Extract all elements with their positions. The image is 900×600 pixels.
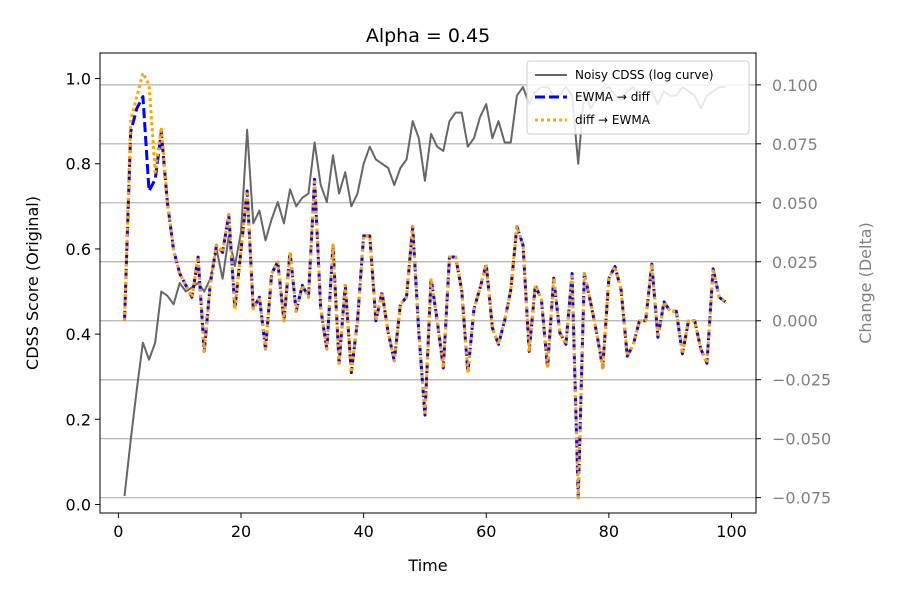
x-tick-label: 40 <box>353 522 373 541</box>
right-y-tick-label: 0.025 <box>772 253 818 272</box>
x-tick-label: 60 <box>476 522 496 541</box>
x-tick-label: 80 <box>599 522 619 541</box>
legend-label-diff-ewma: diff → EWMA <box>575 113 651 127</box>
right-y-axis-label: Change (Delta) <box>856 222 875 344</box>
plot-frame <box>99 52 757 514</box>
legend-box <box>526 60 750 135</box>
left-y-axis: 0.0 0.2 0.4 0.6 0.8 1.0 <box>66 70 100 514</box>
right-y-axis: −0.075 −0.050 −0.025 0.000 0.025 0.050 0.075 0.… <box>756 76 831 508</box>
left-y-tick-label: 0.6 <box>66 240 91 259</box>
right-y-tick-label: 0.050 <box>772 194 818 213</box>
left-y-tick-label: 0.4 <box>66 325 91 344</box>
right-y-tick-label: 0.075 <box>772 135 818 154</box>
left-y-tick-label: 0.0 <box>66 495 91 514</box>
x-tick-label: 0 <box>113 522 123 541</box>
x-axis-label: Time <box>407 556 447 575</box>
legend: Noisy CDSS (log curve) EWMA → diff diff … <box>526 60 750 135</box>
right-y-tick-label: −0.075 <box>772 489 831 508</box>
chart-title: Alpha = 0.45 <box>366 25 490 47</box>
left-y-tick-label: 0.2 <box>66 410 91 429</box>
right-y-tick-label: 0.000 <box>772 312 818 331</box>
series-line-diff-ewma <box>123 71 727 500</box>
legend-label-noisy: Noisy CDSS (log curve) <box>575 68 714 82</box>
left-y-tick-label: 1.0 <box>66 70 91 89</box>
legend-label-ewma-diff: EWMA → diff <box>575 90 651 104</box>
right-y-tick-label: −0.025 <box>772 371 831 390</box>
left-y-tick-label: 0.8 <box>66 155 91 174</box>
right-y-tick-label: 0.100 <box>772 76 818 95</box>
x-tick-label: 100 <box>716 522 747 541</box>
x-axis: 0 20 40 60 80 100 <box>113 513 747 541</box>
left-y-axis-label: CDSS Score (Original) <box>23 196 42 370</box>
x-tick-label: 20 <box>231 522 251 541</box>
right-y-tick-label: −0.050 <box>772 430 831 449</box>
